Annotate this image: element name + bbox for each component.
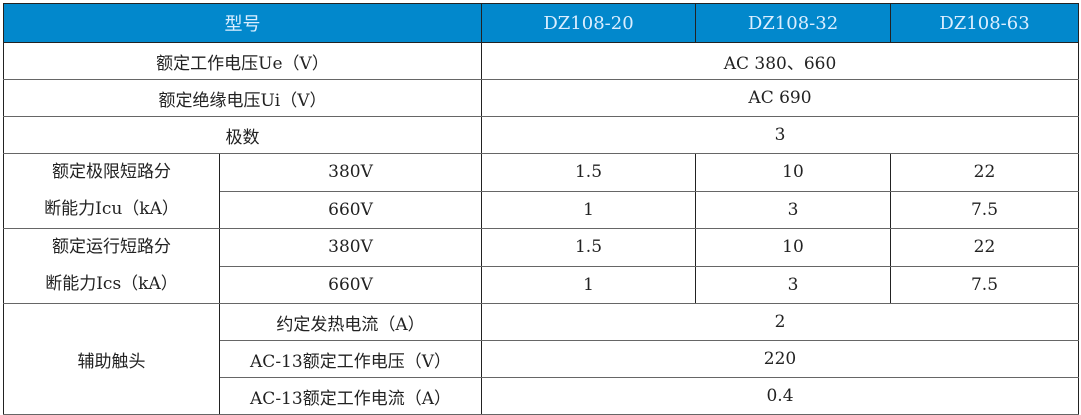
value-cell: 22 [890, 153, 1079, 192]
row-label: 极数 [3, 116, 482, 154]
table-row: 辅助触头 约定发热电流（A） 2 [3, 303, 1079, 415]
table-row: 额定工作电压Ue（V） AC 380、660 [3, 42, 1079, 80]
aux-label: 辅助触头 [3, 303, 220, 415]
table-row: 额定绝缘电压Ui（V） AC 690 [3, 79, 1079, 117]
value-cell: 3 [695, 190, 891, 229]
value-cell: 1.5 [481, 153, 696, 192]
icu-label-line1: 额定极限短路分 [52, 162, 171, 182]
table-row: 额定运行短路分 断能力Ics（kA） 380V 1.5 10 22 [3, 228, 1079, 304]
row-label: 额定工作电压Ue（V） [3, 42, 482, 80]
voltage-cell: 380V [219, 228, 482, 267]
table-row: 660V 1 3 7.5 [4, 190, 1079, 229]
icu-label-line2: 断能力Icu（kA） [44, 199, 179, 219]
value-cell: 1 [481, 265, 696, 304]
value-cell: 1 [481, 190, 696, 229]
row-value: AC 380、660 [481, 42, 1079, 80]
icu-label: 额定极限短路分 断能力Icu（kA） [3, 153, 220, 229]
value-cell: 3 [695, 265, 891, 304]
aux-value: 220 [481, 340, 1079, 378]
row-value: 3 [481, 116, 1079, 154]
voltage-cell: 660V [219, 190, 482, 229]
value-cell: 1.5 [481, 228, 696, 267]
table-row: 额定极限短路分 断能力Icu（kA） 380V 1.5 10 22 [3, 153, 1079, 229]
aux-sub-label: 约定发热电流（A） [219, 303, 482, 341]
voltage-cell: 380V [219, 153, 482, 192]
model-dz108-20: DZ108-20 [481, 3, 696, 43]
ics-label-line1: 额定运行短路分 [52, 237, 171, 257]
value-cell: 10 [695, 228, 891, 267]
value-cell: 7.5 [890, 190, 1079, 229]
aux-sub-label: AC-13额定工作电流（A） [219, 377, 482, 415]
value-cell: 22 [890, 228, 1079, 267]
table-row: AC-13额定工作电流（A） 0.4 [4, 377, 1079, 415]
table-row: 极数 3 [3, 116, 1079, 154]
spec-table: 型号 DZ108-20 DZ108-32 DZ108-63 额定工作电压Ue（V… [3, 3, 1079, 415]
voltage-cell: 660V [219, 265, 482, 304]
aux-value: 2 [481, 303, 1079, 341]
model-dz108-63: DZ108-63 [890, 3, 1079, 43]
model-dz108-32: DZ108-32 [695, 3, 891, 43]
table-row: 660V 1 3 7.5 [4, 265, 1079, 304]
value-cell: 7.5 [890, 265, 1079, 304]
ics-label-line2: 断能力Ics（kA） [45, 274, 178, 294]
row-value: AC 690 [481, 79, 1079, 117]
aux-value: 0.4 [481, 377, 1079, 415]
ics-label: 额定运行短路分 断能力Ics（kA） [3, 228, 220, 304]
row-label: 额定绝缘电压Ui（V） [3, 79, 482, 117]
value-cell: 10 [695, 153, 891, 192]
header-row: 型号 DZ108-20 DZ108-32 DZ108-63 [3, 3, 1079, 43]
aux-sub-label: AC-13额定工作电压（V） [219, 340, 482, 378]
model-header: 型号 [3, 3, 482, 43]
